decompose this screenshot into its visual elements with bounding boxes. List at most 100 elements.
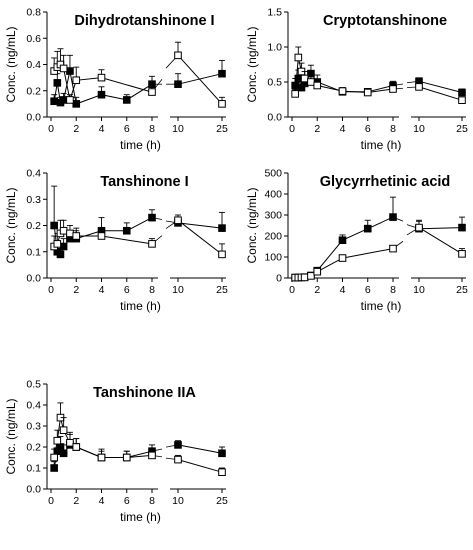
filled-square-marker — [338, 236, 347, 244]
y-tick-label: 0.0 — [26, 273, 41, 285]
open-square-marker — [97, 232, 106, 240]
y-tick-label: 0.4 — [26, 59, 41, 71]
chart-title: Glycyrrhetinic acid — [320, 174, 451, 190]
filled-square-marker — [218, 449, 226, 458]
open-square-marker — [338, 254, 347, 262]
open-square-marker — [389, 85, 397, 93]
x-tick-label: 10 — [413, 123, 425, 135]
filled-square-marker — [122, 96, 131, 104]
open-square-marker — [415, 83, 423, 91]
filled-square-marker — [458, 88, 466, 97]
x-tick-label: 4 — [99, 495, 105, 507]
x-axis-label: time (h) — [120, 299, 161, 313]
y-axis-label: Conc. (ng/mL) — [4, 187, 18, 263]
open-square-marker — [313, 267, 322, 276]
filled-square-marker — [59, 242, 68, 251]
open-square-marker — [300, 74, 309, 83]
series-line — [177, 219, 223, 255]
open-square-marker — [458, 96, 466, 105]
open-square-marker — [307, 272, 315, 280]
open-square-marker — [294, 53, 303, 62]
open-square-marker — [59, 64, 68, 73]
y-tick-label: 0.0 — [26, 484, 41, 496]
open-square-marker — [415, 223, 423, 232]
open-square-marker — [291, 90, 299, 98]
x-axis-label: time (h) — [361, 138, 402, 152]
chart-panel: Tanshinone I 0.0 0.1 0.2 0.3 0.4 Conc. (ng/mL)… — [4, 168, 228, 314]
open-square-marker — [59, 426, 68, 434]
open-square-marker — [363, 88, 372, 97]
open-square-marker — [59, 226, 68, 235]
x-tick-label: 0 — [289, 284, 295, 296]
data-series — [291, 219, 466, 282]
x-tick-label: 8 — [149, 495, 155, 507]
x-axis-label: time (h) — [120, 510, 161, 524]
chart-title: Dihydrotanshinone I — [74, 13, 214, 29]
filled-square-marker — [59, 96, 68, 104]
chart-panel: Cryptotanshinone 0.0 0.5 1.0 1.5 Conc. (ng/mL… — [245, 7, 468, 153]
chart-title: Tanshinone IIA — [93, 385, 196, 401]
open-square-marker — [313, 81, 322, 90]
data-series — [50, 41, 226, 108]
x-axis-label: time (h) — [120, 138, 161, 152]
filled-square-marker — [50, 464, 58, 472]
y-tick-label: 0.0 — [26, 112, 41, 124]
open-square-marker — [174, 216, 182, 225]
y-tick-label: 100 — [264, 252, 282, 264]
data-series — [50, 185, 226, 259]
y-tick-label: 0.1 — [26, 246, 41, 258]
y-tick-label: 0.2 — [26, 220, 41, 232]
filled-square-marker — [174, 80, 182, 88]
x-tick-label: 6 — [365, 123, 371, 135]
open-square-marker — [458, 250, 466, 258]
open-square-marker — [148, 88, 156, 96]
x-tick-label: 0 — [48, 284, 54, 296]
x-tick-label: 2 — [73, 123, 79, 135]
y-axis-label: Conc. (ng/mL) — [245, 187, 259, 263]
open-square-marker — [66, 229, 74, 238]
x-tick-label: 25 — [216, 495, 228, 507]
x-tick-label: 0 — [48, 123, 54, 135]
y-tick-label: 0.5 — [267, 77, 282, 89]
x-tick-label: 6 — [124, 495, 130, 507]
open-square-marker — [53, 436, 62, 445]
filled-square-marker — [97, 90, 106, 99]
y-tick-label: 300 — [264, 210, 282, 222]
series-line — [177, 54, 223, 105]
x-tick-label: 10 — [172, 123, 184, 135]
y-tick-label: 0.2 — [26, 85, 41, 97]
open-square-marker — [389, 244, 397, 253]
open-square-marker — [300, 273, 309, 282]
y-tick-label: 0.0 — [267, 112, 282, 124]
y-tick-label: 200 — [264, 231, 282, 243]
filled-square-marker — [389, 213, 397, 221]
filled-square-marker — [148, 213, 156, 222]
x-tick-label: 2 — [73, 284, 79, 296]
x-tick-label: 2 — [73, 495, 79, 507]
x-tick-label: 10 — [172, 284, 184, 296]
x-tick-label: 25 — [456, 123, 468, 135]
data-series — [291, 46, 466, 105]
open-square-marker — [66, 96, 74, 104]
open-square-marker — [66, 439, 74, 447]
y-axis-label: Conc. (ng/mL) — [245, 26, 259, 102]
open-square-marker — [72, 76, 81, 85]
y-tick-label: 1.5 — [267, 7, 282, 19]
chart-title: Cryptotanshinone — [323, 13, 447, 29]
chart-panel: Glycyrrhetinic acid0100200300400500Conc.… — [245, 168, 468, 314]
open-square-marker — [174, 51, 182, 60]
open-square-marker — [97, 73, 106, 82]
open-square-marker — [72, 232, 81, 240]
filled-square-marker — [72, 100, 81, 108]
x-tick-label: 10 — [172, 495, 184, 507]
open-square-marker — [148, 451, 156, 460]
series-line — [177, 444, 223, 454]
x-tick-label: 6 — [124, 284, 130, 296]
x-tick-label: 2 — [314, 284, 320, 296]
x-tick-label: 25 — [216, 123, 228, 135]
filled-square-marker — [50, 221, 58, 230]
filled-square-marker — [53, 79, 62, 87]
filled-square-marker — [307, 69, 315, 78]
series-line — [418, 80, 463, 93]
